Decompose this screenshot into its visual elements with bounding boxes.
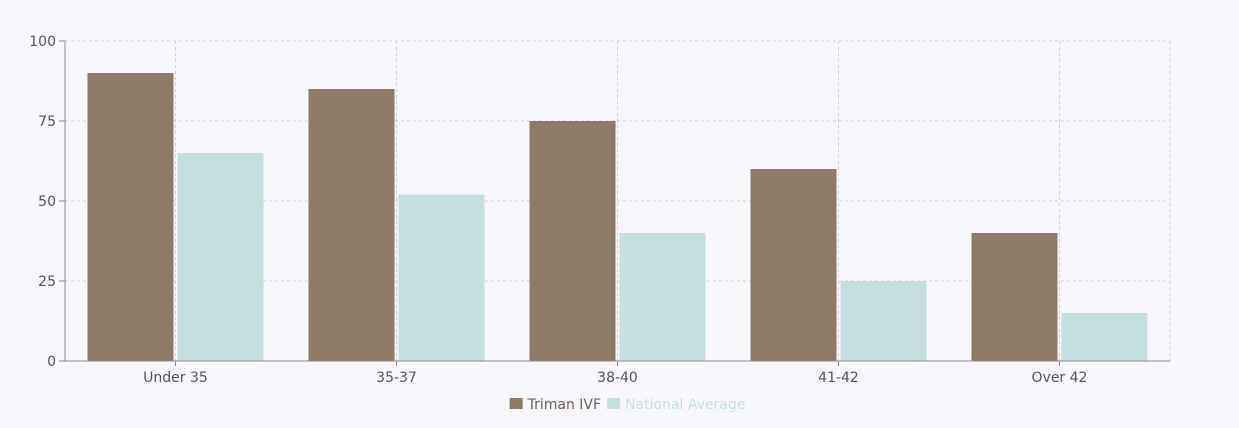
x-tick-label: Under 35 (143, 370, 208, 386)
bar-triman-ivf[interactable] (308, 89, 395, 361)
x-tick-label: Over 42 (1032, 370, 1088, 386)
bar-layer (87, 73, 1148, 361)
bar-national-average[interactable] (398, 194, 485, 361)
x-tick-label: 38-40 (597, 370, 638, 386)
bar-triman-ivf[interactable] (750, 169, 837, 361)
bar-national-average[interactable] (177, 153, 264, 361)
y-tick-label: 25 (38, 274, 56, 290)
bar-national-average[interactable] (1061, 313, 1148, 361)
y-tick-label: 75 (38, 114, 56, 130)
bar-triman-ivf[interactable] (87, 73, 174, 361)
x-tick-label: 41-42 (818, 370, 859, 386)
axis-layer: 0 25 50 75 100 Under 35 35-37 38-40 41-42 Over 42 (29, 34, 1170, 386)
bar-national-average[interactable] (840, 281, 927, 361)
bar-national-average[interactable] (619, 233, 706, 361)
y-tick-label: 0 (47, 354, 56, 370)
y-tick-label: 50 (38, 194, 56, 210)
legend: Triman IVF National Average (509, 397, 745, 413)
legend-label: National Average (625, 397, 745, 413)
legend-label: Triman IVF (527, 397, 601, 413)
bar-triman-ivf[interactable] (529, 121, 616, 361)
bar-triman-ivf[interactable] (971, 233, 1058, 361)
x-tick-label: 35-37 (376, 370, 417, 386)
y-tick-label: 100 (29, 34, 56, 50)
legend-swatch-triman-ivf[interactable] (509, 398, 523, 409)
legend-swatch-national-average[interactable] (607, 398, 621, 409)
